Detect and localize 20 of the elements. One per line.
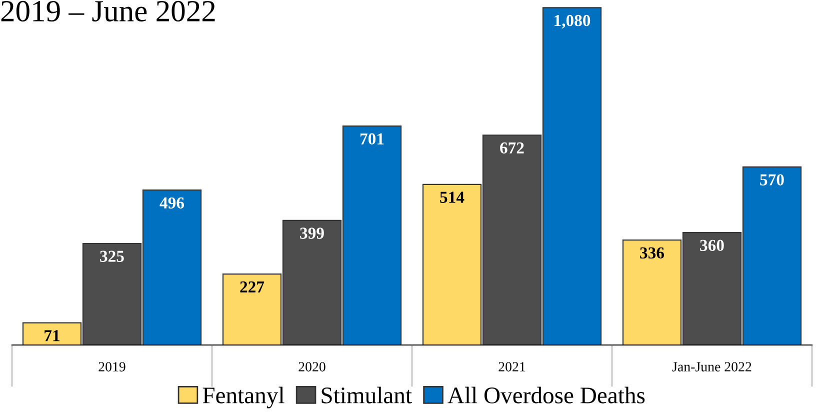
legend-label: Stimulant (322, 386, 412, 404)
data-label: 672 (500, 142, 524, 154)
data-label: 399 (300, 228, 324, 239)
data-label: 360 (700, 240, 724, 252)
x-tick-label: 2019 (98, 362, 126, 372)
data-label: 325 (100, 250, 124, 262)
data-label: 570 (760, 174, 784, 186)
x-tick-label: 2021 (498, 362, 526, 372)
chart-title: 2019 – June 2022 (1, 0, 215, 22)
data-label: 496 (160, 197, 184, 209)
legend-label: All Overdose Deaths (448, 386, 645, 404)
data-label: 701 (360, 133, 384, 145)
data-label: 1,080 (554, 14, 590, 29)
data-label: 227 (240, 281, 264, 292)
legend-label: Fentanyl (202, 386, 284, 408)
x-tick-label: 2020 (298, 362, 326, 372)
data-label: 336 (640, 247, 664, 259)
data-label: 71 (44, 330, 60, 342)
data-label: 514 (440, 192, 464, 203)
x-tick-label: Jan-June 2022 (672, 362, 752, 372)
